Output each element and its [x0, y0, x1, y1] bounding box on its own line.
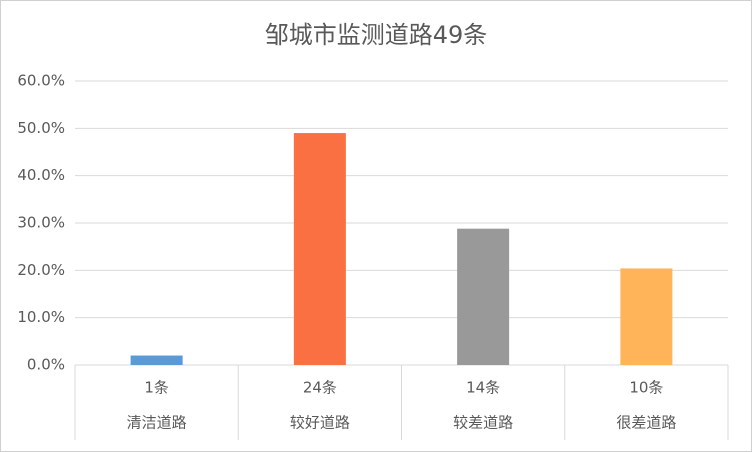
y-tick-label: 50.0%: [17, 119, 65, 137]
y-tick-label: 40.0%: [17, 166, 65, 184]
bar: [620, 268, 673, 365]
bar: [457, 228, 510, 365]
y-tick-label: 20.0%: [17, 261, 65, 279]
x-tick-label: 10条: [629, 379, 663, 397]
x-group-label: 较好道路: [290, 414, 350, 432]
y-tick-label: 10.0%: [17, 308, 65, 326]
x-tick-label: 1条: [144, 379, 169, 397]
y-tick-label: 30.0%: [17, 214, 65, 232]
bar: [293, 133, 346, 365]
x-tick-label: 24条: [303, 379, 337, 397]
x-group-label: 较差道路: [453, 414, 513, 432]
x-group-label: 清洁道路: [127, 414, 187, 432]
y-tick-label: 0.0%: [27, 356, 65, 374]
x-tick-label: 14条: [466, 379, 500, 397]
bar: [130, 355, 183, 365]
y-tick-label: 60.0%: [17, 72, 65, 90]
chart-title: 邹城市监测道路49条: [265, 21, 488, 49]
x-group-label: 很差道路: [616, 414, 676, 432]
